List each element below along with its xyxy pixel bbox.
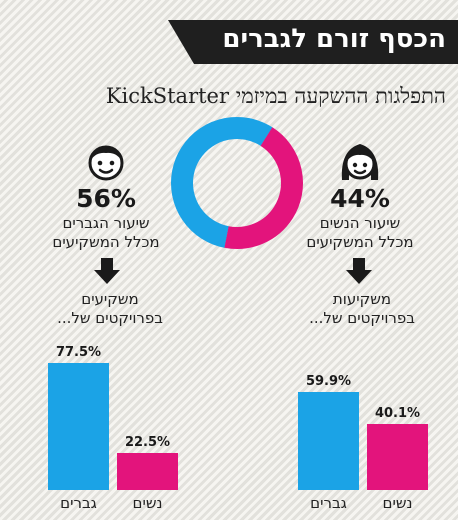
- men-investors-value-label-men: 77.5%: [55, 344, 102, 360]
- women-investors-value-label-women: 40.1%: [374, 406, 421, 422]
- men-investors-bar-women: [117, 453, 178, 490]
- men-share-desc-line1: שיעור הגברים: [62, 214, 150, 232]
- women-invest-line2: בפרויקטים של...: [309, 309, 415, 327]
- women-share-desc-line2: מכלל המשקיעים: [306, 233, 414, 251]
- bar-chart-women-investors: 59.9% גברים 40.1% נשים: [298, 340, 428, 512]
- women-invest-line1: משקיעות: [332, 290, 392, 308]
- donut-slice-women: [171, 117, 303, 249]
- women-share-percent: 44%: [330, 184, 390, 213]
- women-investors-bar-men: [298, 391, 359, 490]
- man-face-icon: [88, 145, 124, 181]
- women-investors-category-label-men: גברים: [310, 494, 347, 512]
- arrow-down-icon: [94, 258, 120, 284]
- men-investors-bar-men: [48, 362, 109, 490]
- women-share-desc-line1: שיעור הנשים: [319, 214, 401, 232]
- page-subtitle: התפלגות ההשקעה במיזמי KickStarter: [105, 84, 446, 108]
- men-share-desc-line2: מכלל המשקיעים: [52, 233, 160, 251]
- men-invest-line1: משקיעים: [81, 290, 139, 308]
- arrow-down-icon: [346, 258, 372, 284]
- men-investors-category-label-women: נשים: [132, 494, 163, 512]
- title-banner: הכסף זורם לגברים: [168, 20, 458, 64]
- men-invest-line2: בפרויקטים של...: [57, 309, 163, 327]
- women-investors-bar-women: [367, 424, 428, 490]
- men-share-percent: 56%: [76, 184, 136, 213]
- women-investors-value-label-men: 59.9%: [305, 373, 352, 389]
- bar-chart-men-investors: 77.5% גברים 22.5% נשים: [48, 340, 178, 512]
- woman-face-icon: [341, 144, 379, 180]
- men-investors-value-label-women: 22.5%: [124, 435, 171, 451]
- women-investors-category-label-women: נשים: [382, 494, 413, 512]
- page-title: הכסף זורם לגברים: [222, 24, 446, 54]
- men-investors-category-label-men: גברים: [60, 494, 97, 512]
